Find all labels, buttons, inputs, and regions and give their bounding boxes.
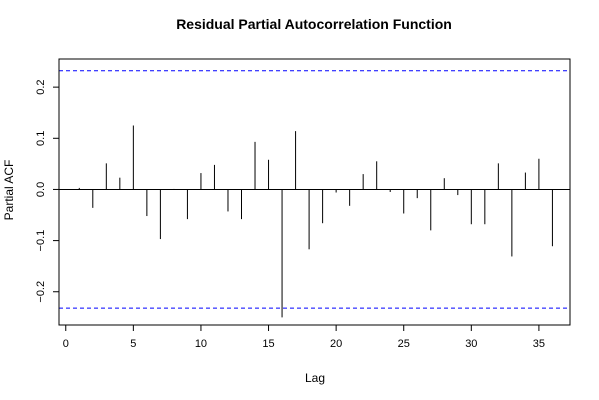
chart-title: Residual Partial Autocorrelation Functio… — [176, 16, 452, 32]
x-tick-label-35: 35 — [533, 338, 545, 350]
y-axis-label: Partial ACF — [2, 160, 16, 221]
x-tick-label-5: 5 — [130, 338, 136, 350]
y-tick-label-3: 0.1 — [35, 131, 47, 146]
y-tick-label-2: 0.0 — [35, 182, 47, 197]
x-tick-label-20: 20 — [330, 338, 342, 350]
plot-frame — [58, 58, 571, 326]
x-tick-label-15: 15 — [262, 338, 274, 350]
x-axis-label: Lag — [305, 371, 325, 385]
y-tick-label-0: −0.2 — [35, 281, 47, 303]
x-tick-label-0: 0 — [63, 338, 69, 350]
y-tick-label-4: 0.2 — [35, 79, 47, 94]
x-tick-label-10: 10 — [195, 338, 207, 350]
x-tick-label-30: 30 — [465, 338, 477, 350]
x-tick-label-25: 25 — [398, 338, 410, 350]
y-tick-label-1: −0.1 — [35, 230, 47, 252]
